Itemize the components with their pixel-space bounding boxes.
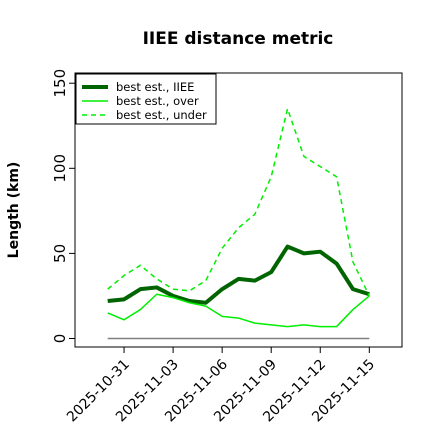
y-axis-label: Length (km) [6, 162, 22, 259]
series-line [107, 293, 370, 328]
legend-frame [75, 73, 217, 125]
chart-title: IIEE distance metric [143, 29, 334, 49]
plot-frame [74, 72, 403, 348]
y-tick-label: 50 [51, 244, 69, 263]
series-line [107, 107, 370, 297]
y-tick-label: 150 [51, 69, 69, 98]
legend-label: best est., under [116, 108, 207, 122]
legend-label: best est., over [116, 94, 199, 108]
y-tick-label: 100 [51, 154, 69, 183]
legend-label: best est., IIEE [116, 80, 194, 94]
y-tick-label: 0 [51, 334, 69, 344]
series-line [107, 244, 370, 305]
